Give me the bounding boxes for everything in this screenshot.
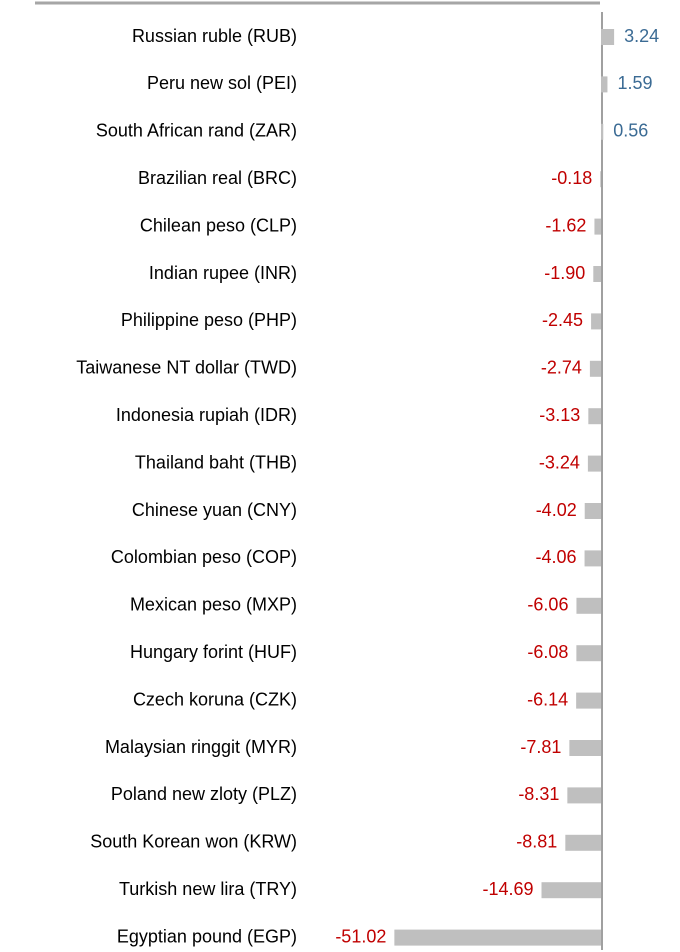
value-label: -0.18 bbox=[551, 168, 592, 188]
bar bbox=[589, 360, 601, 377]
category-label: Philippine peso (PHP) bbox=[121, 310, 297, 330]
bar bbox=[394, 929, 601, 946]
value-label: -2.74 bbox=[541, 358, 582, 378]
value-label: -6.06 bbox=[527, 595, 568, 615]
category-label: Chinese yuan (CNY) bbox=[132, 500, 297, 520]
value-label: -4.02 bbox=[536, 500, 577, 520]
bar bbox=[576, 692, 601, 709]
bar bbox=[587, 455, 601, 472]
bar bbox=[588, 408, 601, 425]
category-label: Taiwanese NT dollar (TWD) bbox=[76, 358, 297, 378]
bar bbox=[600, 171, 601, 188]
category-label: Chilean peso (CLP) bbox=[140, 215, 297, 235]
category-label: Peru new sol (PEI) bbox=[147, 73, 297, 93]
value-label: -1.90 bbox=[544, 263, 585, 283]
bar bbox=[565, 834, 601, 851]
value-label: -14.69 bbox=[482, 879, 533, 899]
bar bbox=[601, 76, 608, 93]
bar bbox=[576, 597, 601, 614]
value-label: -4.06 bbox=[536, 547, 577, 567]
category-label: Mexican peso (MXP) bbox=[130, 595, 297, 615]
bar bbox=[601, 123, 604, 140]
category-label: Turkish new lira (TRY) bbox=[119, 879, 297, 899]
bar bbox=[541, 882, 601, 899]
bar bbox=[594, 218, 601, 235]
bar bbox=[601, 29, 615, 45]
bar bbox=[576, 645, 601, 662]
category-label: Brazilian real (BRC) bbox=[138, 168, 297, 188]
value-label: 1.59 bbox=[617, 73, 652, 93]
value-label: -51.02 bbox=[335, 926, 386, 946]
category-label: Poland new zloty (PLZ) bbox=[111, 784, 297, 804]
category-label: Thailand baht (THB) bbox=[135, 452, 297, 472]
category-label: South Korean won (KRW) bbox=[90, 832, 297, 852]
category-label: South African rand (ZAR) bbox=[96, 121, 297, 141]
category-label: Hungary forint (HUF) bbox=[130, 642, 297, 662]
category-label: Indian rupee (INR) bbox=[149, 263, 297, 283]
category-label: Czech koruna (CZK) bbox=[133, 689, 297, 709]
category-label: Egyptian pound (EGP) bbox=[117, 926, 297, 946]
bar bbox=[567, 787, 601, 804]
bar bbox=[584, 503, 601, 519]
value-label: -8.31 bbox=[518, 784, 559, 804]
bar bbox=[569, 740, 601, 756]
bar bbox=[591, 313, 601, 330]
category-label: Malaysian ringgit (MYR) bbox=[105, 737, 297, 757]
category-label: Russian ruble (RUB) bbox=[132, 26, 297, 46]
value-label: -8.81 bbox=[516, 832, 557, 852]
value-label: -6.08 bbox=[527, 642, 568, 662]
bar bbox=[584, 550, 601, 567]
category-label: Indonesia rupiah (IDR) bbox=[116, 405, 297, 425]
value-label: 3.24 bbox=[624, 26, 659, 46]
value-label: -1.62 bbox=[545, 215, 586, 235]
category-label: Colombian peso (COP) bbox=[111, 547, 297, 567]
value-label: -6.14 bbox=[527, 689, 568, 709]
value-label: 0.56 bbox=[613, 121, 648, 141]
value-label: -3.24 bbox=[539, 452, 580, 472]
value-label: -3.13 bbox=[539, 405, 580, 425]
bar bbox=[593, 266, 601, 282]
value-label: -7.81 bbox=[520, 737, 561, 757]
value-label: -2.45 bbox=[542, 310, 583, 330]
